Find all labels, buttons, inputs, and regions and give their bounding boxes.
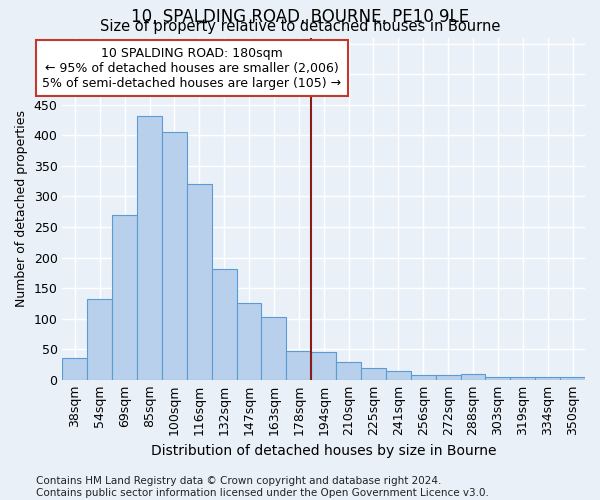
Y-axis label: Number of detached properties: Number of detached properties xyxy=(15,110,28,307)
Bar xyxy=(162,132,187,380)
Bar xyxy=(386,371,411,380)
Bar xyxy=(436,375,461,380)
Bar xyxy=(511,376,535,380)
Bar xyxy=(62,358,88,380)
Bar xyxy=(535,378,560,380)
Text: 10, SPALDING ROAD, BOURNE, PE10 9LE: 10, SPALDING ROAD, BOURNE, PE10 9LE xyxy=(131,8,469,26)
Bar xyxy=(286,351,311,380)
Text: Size of property relative to detached houses in Bourne: Size of property relative to detached ho… xyxy=(100,18,500,34)
Bar xyxy=(461,374,485,380)
Bar xyxy=(137,116,162,380)
Bar xyxy=(411,375,436,380)
Bar xyxy=(485,378,511,380)
Bar xyxy=(112,215,137,380)
Bar xyxy=(262,317,286,380)
X-axis label: Distribution of detached houses by size in Bourne: Distribution of detached houses by size … xyxy=(151,444,496,458)
Bar xyxy=(212,268,236,380)
Bar xyxy=(361,368,386,380)
Bar xyxy=(311,352,336,380)
Bar xyxy=(187,184,212,380)
Bar xyxy=(88,299,112,380)
Bar xyxy=(560,378,585,380)
Text: Contains HM Land Registry data © Crown copyright and database right 2024.
Contai: Contains HM Land Registry data © Crown c… xyxy=(36,476,489,498)
Bar xyxy=(336,362,361,380)
Text: 10 SPALDING ROAD: 180sqm
← 95% of detached houses are smaller (2,006)
5% of semi: 10 SPALDING ROAD: 180sqm ← 95% of detach… xyxy=(42,46,341,90)
Bar xyxy=(236,304,262,380)
